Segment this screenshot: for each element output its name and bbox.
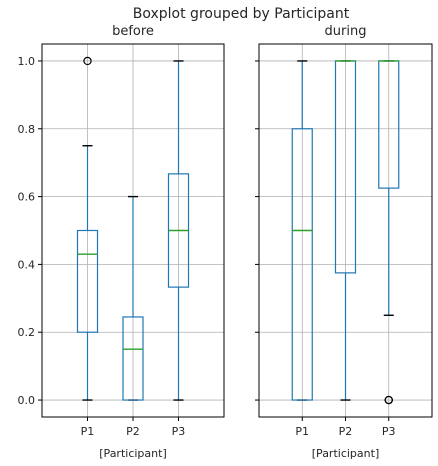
panel-during-marks: [291, 60, 400, 405]
panel-during: P1 P2 P3 during [Participant]: [255, 24, 433, 460]
box-P1: [291, 60, 313, 401]
y-tick-label: 0.4: [18, 258, 36, 271]
box-P3: [378, 60, 400, 405]
figure-title: Boxplot grouped by Participant: [133, 6, 350, 22]
x-tick-label: P3: [172, 425, 186, 438]
panel-during-title: during: [325, 24, 367, 39]
box-iqr: [122, 316, 144, 401]
y-tick-label: 0.6: [18, 191, 36, 204]
box-iqr: [76, 229, 99, 333]
y-tick-label: 1.0: [18, 55, 36, 68]
panel-before: 0.0 0.2 0.4 0.6 0.8 1.0 P1 P2 P3 before [Partic…: [18, 24, 225, 460]
y-tick-label: 0.0: [18, 394, 36, 407]
panel-before-y-ticks: 0.0 0.2 0.4 0.6 0.8 1.0: [18, 55, 42, 407]
panel-before-x-ticks: P1 P2 P3: [81, 417, 186, 438]
panel-during-x-ticks: P1 P2 P3: [295, 417, 396, 438]
panel-during-x-axis-label: [Participant]: [312, 447, 379, 460]
box-P2: [122, 195, 144, 401]
x-tick-label: P2: [339, 425, 353, 438]
box-iqr: [291, 128, 313, 401]
panel-before-marks: [76, 56, 190, 401]
panel-before-x-axis-label: [Participant]: [99, 447, 166, 460]
box-P3: [167, 60, 190, 401]
x-tick-label: P1: [295, 425, 309, 438]
outlier-point: [384, 395, 393, 405]
x-tick-label: P1: [81, 425, 95, 438]
y-tick-label: 0.2: [18, 326, 36, 339]
y-tick-label: 0.8: [18, 123, 36, 136]
box-P1: [76, 56, 99, 401]
panel-during-y-ticks: [255, 60, 259, 401]
outlier-point: [83, 56, 92, 66]
panel-before-title: before: [112, 24, 154, 39]
x-tick-label: P2: [126, 425, 140, 438]
box-P2: [334, 60, 357, 401]
x-tick-label: P3: [382, 425, 396, 438]
